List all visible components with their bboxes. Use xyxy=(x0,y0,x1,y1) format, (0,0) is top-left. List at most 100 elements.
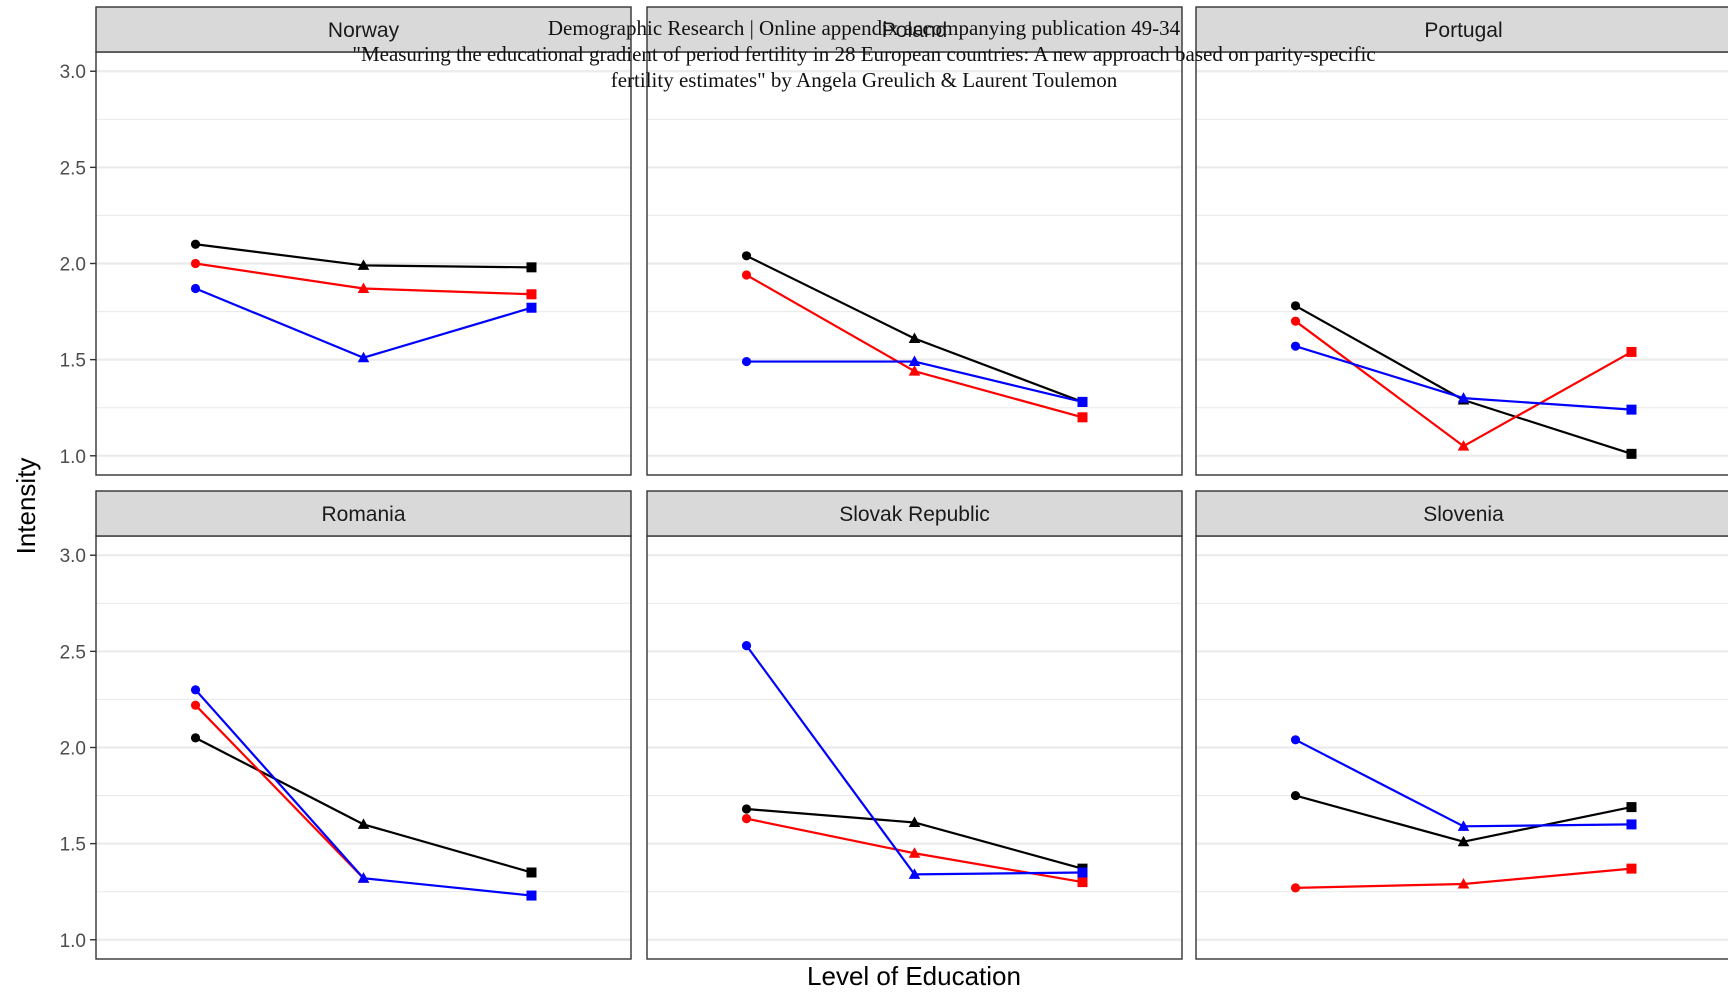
point-triangle-blue xyxy=(908,355,921,367)
series-line-black xyxy=(1295,794,1464,843)
series-line-black xyxy=(1463,398,1632,455)
series-line-red xyxy=(745,274,916,373)
point-triangle-blue xyxy=(908,868,921,879)
point-circle-blue xyxy=(190,685,201,695)
point-square-black xyxy=(526,867,537,878)
point-circle-red xyxy=(190,700,201,710)
point-circle-red xyxy=(190,258,201,269)
series-line-black xyxy=(195,243,364,267)
series-line-red xyxy=(194,704,365,880)
point-square-black xyxy=(1626,802,1637,813)
facet-strip xyxy=(646,6,1183,53)
point-triangle-red xyxy=(1457,878,1470,889)
series-line-blue xyxy=(194,689,365,879)
facet-title: Poland xyxy=(882,19,947,42)
point-triangle-blue xyxy=(1457,392,1470,403)
y-tick-label: 2.0 xyxy=(60,739,86,760)
point-triangle-red xyxy=(357,282,370,293)
series-line-blue xyxy=(1295,738,1465,828)
series-line-blue xyxy=(1295,345,1464,400)
series-line-red xyxy=(914,852,1083,884)
point-triangle-blue xyxy=(357,351,370,363)
series-line-black xyxy=(363,264,532,269)
y-axis-title: Intensity xyxy=(11,458,41,555)
series-line-red xyxy=(746,817,915,855)
panel-slovak-republic: Slovak Republic xyxy=(646,490,1183,960)
point-triangle-black xyxy=(357,259,370,270)
series-line-red xyxy=(1294,320,1465,448)
series-line-red xyxy=(914,370,1083,419)
point-circle-black xyxy=(1290,790,1301,801)
series-line-black xyxy=(363,823,532,874)
point-circle-black xyxy=(190,733,201,743)
y-tick-label: 1.5 xyxy=(60,351,86,372)
facet-strip xyxy=(1195,6,1728,53)
series-line-black xyxy=(195,736,365,826)
series-line-blue xyxy=(363,877,532,897)
series-line-blue xyxy=(1463,396,1632,411)
series-line-blue xyxy=(745,644,916,876)
series-line-red xyxy=(195,262,364,290)
series-line-red xyxy=(363,287,532,296)
facet-strip xyxy=(95,6,632,53)
series-line-black xyxy=(1294,304,1465,401)
series-line-blue xyxy=(195,287,364,359)
facet-title: Slovak Republic xyxy=(839,503,990,526)
panel-portugal: Portugal xyxy=(1195,6,1728,476)
panel-slovenia: Slovenia xyxy=(1195,490,1728,960)
point-triangle-red xyxy=(1457,440,1470,451)
point-circle-blue xyxy=(1290,341,1301,351)
y-tick-label: 1.5 xyxy=(60,835,86,856)
point-circle-red xyxy=(741,270,752,280)
y-tick-label: 3.0 xyxy=(60,62,86,83)
y-tick-label: 2.5 xyxy=(60,158,86,179)
point-triangle-blue xyxy=(1457,820,1470,831)
y-tick-label: 1.0 xyxy=(60,447,86,468)
facet-title: Romania xyxy=(321,503,405,526)
facet-title: Slovenia xyxy=(1423,503,1504,526)
point-circle-black xyxy=(1290,301,1301,311)
facet-strip xyxy=(646,490,1183,537)
series-line-blue xyxy=(1463,823,1632,828)
series-line-red xyxy=(1463,867,1632,886)
point-square-blue xyxy=(526,302,537,313)
point-square-red xyxy=(1077,412,1088,423)
point-square-blue xyxy=(1626,404,1637,415)
panel-norway: Norway 1.0 1.5 2.0 2.5 3.0 xyxy=(60,6,632,476)
point-square-blue xyxy=(526,890,537,901)
panel-romania: Romania 1.0 1.5 2.0 2.5 3.0 xyxy=(60,490,632,960)
facet-strip xyxy=(1195,490,1728,537)
point-square-red xyxy=(1626,863,1637,874)
x-axis-title: Level of Education xyxy=(807,961,1021,991)
y-tick-label: 2.0 xyxy=(60,255,86,276)
point-circle-blue xyxy=(1290,735,1301,745)
series-line-black xyxy=(746,807,915,824)
series-line-blue xyxy=(914,360,1083,404)
series-line-red xyxy=(1295,882,1464,889)
point-square-red xyxy=(526,289,537,300)
series-line-blue xyxy=(363,306,532,359)
point-circle-blue xyxy=(741,356,752,367)
point-triangle-red xyxy=(908,365,921,376)
point-square-blue xyxy=(1077,396,1088,407)
point-square-red xyxy=(1626,346,1637,357)
series-line-blue xyxy=(914,871,1083,876)
header-line-3: fertility estimates" by Angela Greulich … xyxy=(610,68,1118,92)
point-triangle-blue xyxy=(357,872,370,883)
point-triangle-black xyxy=(1457,835,1470,847)
point-triangle-red xyxy=(908,847,921,858)
point-square-black xyxy=(526,262,537,273)
facet-strip xyxy=(95,490,632,537)
series-line-black xyxy=(914,821,1083,870)
y-tick-label: 1.0 xyxy=(60,931,86,952)
point-triangle-black xyxy=(357,818,370,829)
point-square-blue xyxy=(1626,819,1637,830)
series-line-red xyxy=(1462,350,1633,448)
point-circle-red xyxy=(741,814,752,824)
point-triangle-black xyxy=(908,816,921,827)
series-line-black xyxy=(914,337,1083,403)
point-circle-blue xyxy=(741,640,752,651)
point-circle-red xyxy=(1290,883,1301,893)
point-circle-black xyxy=(190,239,201,249)
